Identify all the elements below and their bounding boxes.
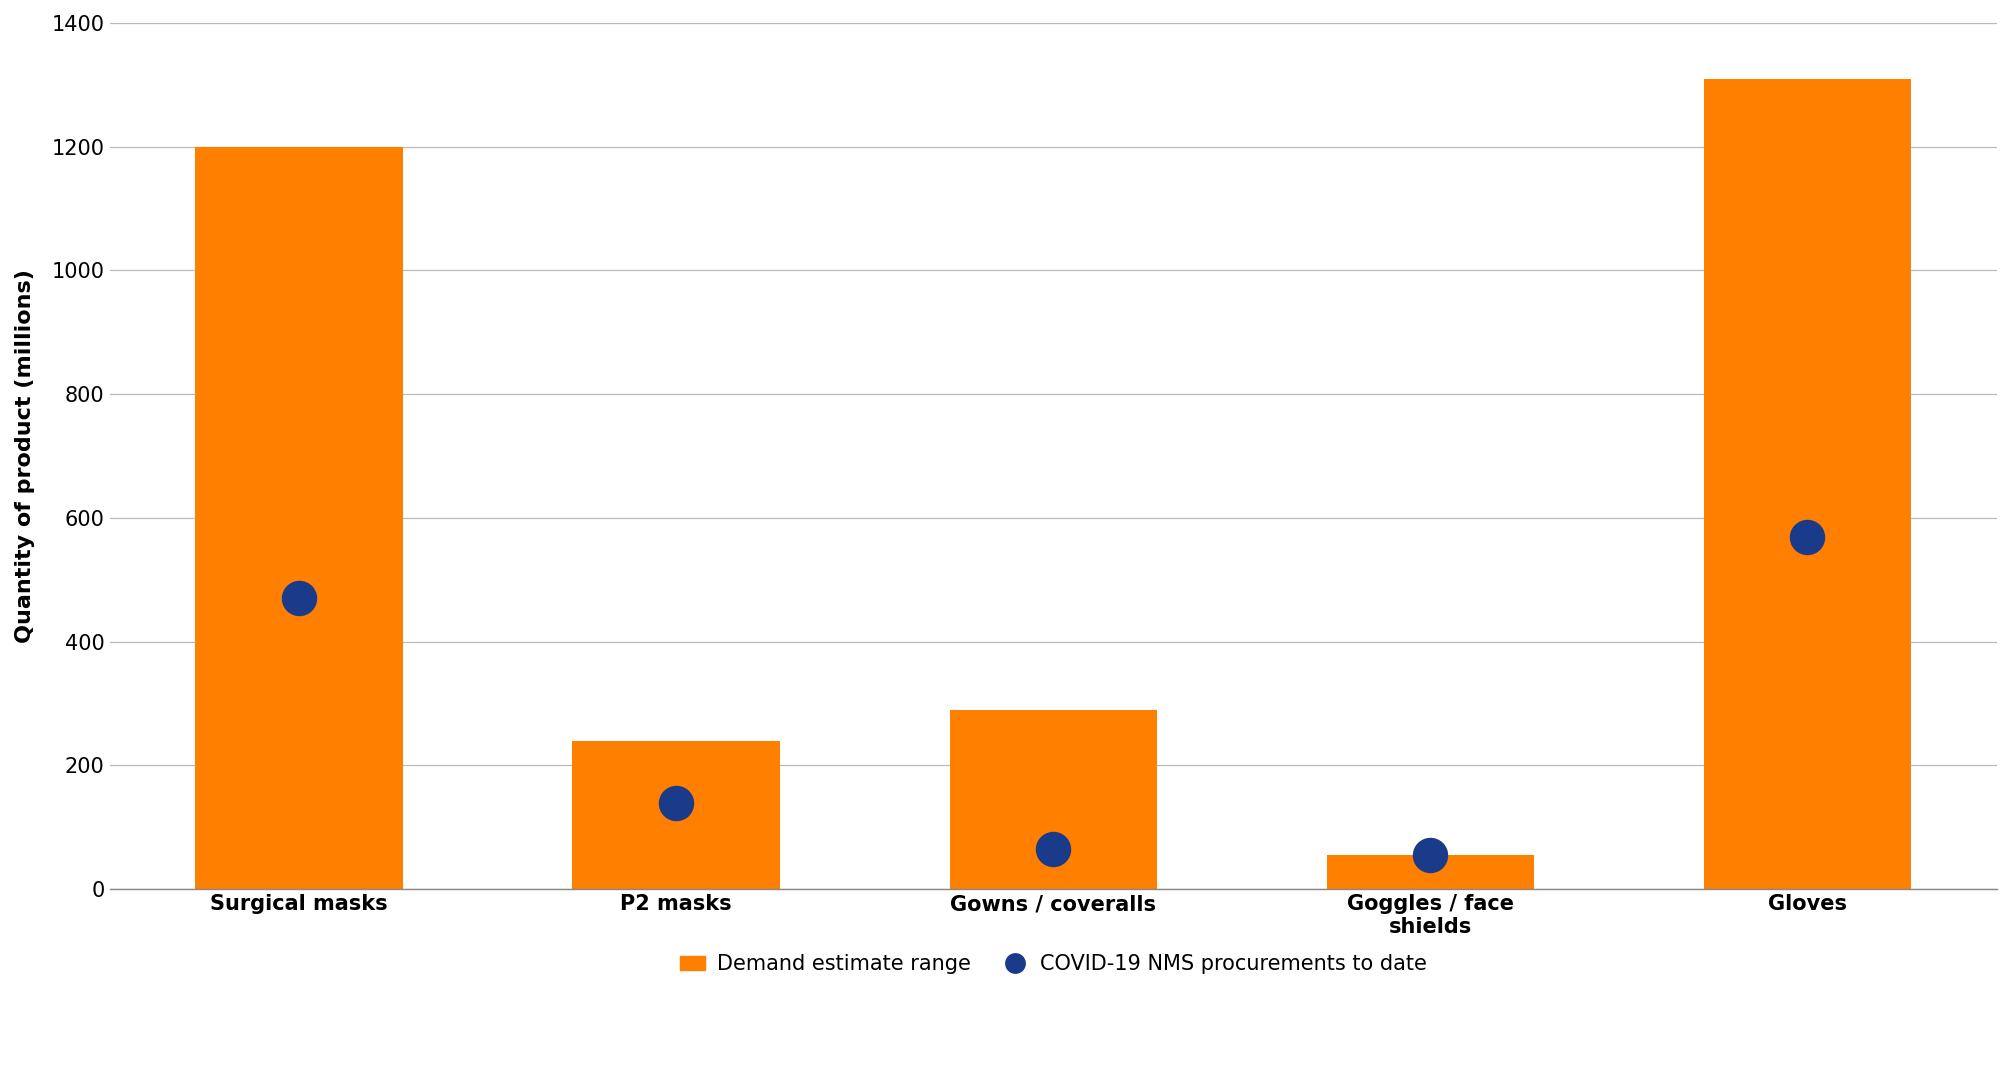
- Bar: [1326, 855, 1533, 889]
- Legend: Demand estimate range, COVID-19 NMS procurements to date: Demand estimate range, COVID-19 NMS proc…: [672, 946, 1435, 983]
- Bar: [950, 710, 1157, 889]
- Point: [660, 794, 692, 811]
- Bar: [573, 741, 781, 889]
- Y-axis label: Quantity of product (millions): Quantity of product (millions): [14, 269, 34, 643]
- Point: [1791, 528, 1823, 545]
- Point: [1414, 847, 1447, 864]
- Point: [1036, 840, 1068, 858]
- Point: [284, 590, 316, 607]
- Bar: [195, 147, 402, 889]
- Bar: [1704, 79, 1911, 889]
